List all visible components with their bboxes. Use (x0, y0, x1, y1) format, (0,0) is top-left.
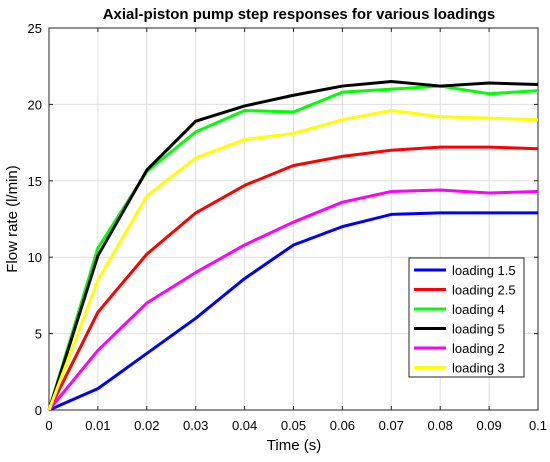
legend-label: loading 2 (452, 341, 505, 356)
y-tick-label: 5 (35, 327, 42, 342)
x-tick-label: 0.04 (232, 418, 257, 433)
x-tick-label: 0.01 (85, 418, 110, 433)
legend: loading 1.5 loading 2.5 loading 4 loading 5… (408, 257, 525, 378)
x-axis-label: Time (s) (267, 437, 321, 454)
y-axis-label: Flow rate (l/min) (4, 165, 21, 273)
x-tick-label: 0.06 (330, 418, 355, 433)
x-tick-label: 0.02 (134, 418, 159, 433)
y-tick-label: 15 (28, 174, 42, 189)
y-tick-label: 20 (28, 97, 42, 112)
series-line-1 (48, 211, 538, 412)
legend-label: loading 5 (452, 322, 505, 337)
x-tick-label: 0 (45, 418, 52, 433)
y-tick-label: 0 (35, 403, 42, 418)
chart-title: Axial-piston pump step responses for var… (103, 6, 496, 23)
series-line-4 (47, 79, 539, 411)
ticks: 0 0.01 0.02 0.03 0.04 0.05 0.06 0.07 0.08 0.09 0.1… (28, 21, 548, 433)
legend-label: loading 2.5 (452, 283, 516, 298)
series-lines (47, 79, 539, 412)
y-tick-label: 10 (28, 250, 42, 265)
x-tick-label: 0.07 (379, 418, 404, 433)
x-tick-label: 0.08 (428, 418, 453, 433)
legend-label: loading 3 (452, 361, 505, 376)
legend-box (408, 257, 525, 378)
x-tick-label: 0.09 (476, 418, 501, 433)
legend-label: loading 4 (452, 302, 505, 317)
x-tick-label: 0.03 (183, 418, 208, 433)
series-line-5 (47, 188, 539, 411)
y-tick-label: 25 (28, 21, 42, 36)
x-tick-label: 0.1 (529, 418, 547, 433)
series-line-2 (47, 145, 539, 411)
x-tick-label: 0.05 (281, 418, 306, 433)
series-line-6 (47, 109, 539, 411)
legend-label: loading 1.5 (452, 263, 516, 278)
